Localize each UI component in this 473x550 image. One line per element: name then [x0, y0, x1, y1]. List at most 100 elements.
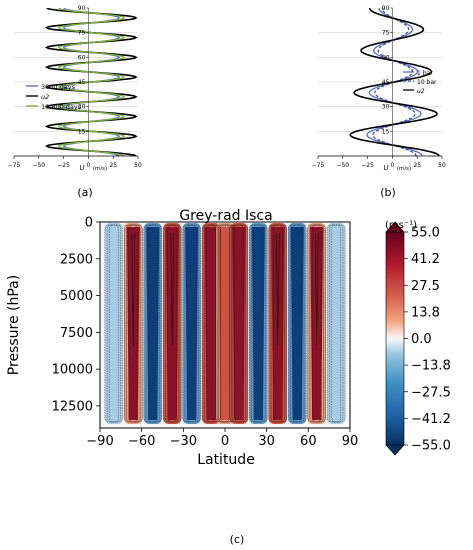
caption-b: (b): [380, 186, 396, 199]
colorbar-tick-label: 55.0: [411, 226, 440, 241]
jet-band-core: [329, 227, 343, 420]
x-tick-label: 25: [413, 162, 421, 169]
heatmap-x-tick-label: −30: [170, 434, 197, 449]
x-tick-label: −75: [8, 162, 21, 169]
colorbar-bottom-arrow: [385, 444, 405, 456]
panel-a-series-group: [44, 8, 138, 156]
y-tick-label: 60: [78, 54, 86, 61]
colorbar-tick-label: 41.2: [411, 252, 440, 267]
contour-line: [273, 224, 283, 423]
colorbar-gradient: [385, 231, 405, 446]
panel-b-xlabel-unit: (m/s): [397, 166, 411, 172]
x-tick-label: −75: [312, 162, 325, 169]
caption-a: (a): [77, 186, 92, 199]
colorbar-tick-label: 0.0: [411, 332, 432, 347]
panel-a-xlabel-unit: (m/s): [93, 166, 107, 172]
colorbar-tick-label: −27.5: [411, 385, 451, 400]
heatmap-x-tick-label: −90: [86, 434, 113, 449]
legend-label-1-bar: 1 bar: [417, 70, 433, 77]
colorbar-ticks: 55.0 41.2 27.5 13.8 0.0 −13.8 −27.5 −41.2 −55.0: [404, 226, 451, 454]
heatmap-x-tick-label: −60: [128, 434, 155, 449]
contour-line: [148, 224, 158, 423]
heatmap-x-tick-label: 90: [342, 434, 359, 449]
panel-c-heatmap: −90 −60 −30 0 30 60 9002500500075001000012500 …: [6, 208, 451, 468]
panel-b-legend: 1 bar 10 bar u2: [403, 70, 437, 95]
heatmap-contour-lines: [104, 224, 346, 423]
x-tick-label: −25: [361, 162, 374, 169]
legend-label-b-u2: u2: [417, 88, 425, 95]
contour-line: [109, 224, 119, 423]
heatmap-y-tick-label: 2500: [60, 252, 93, 267]
heatmap-y-tick-label: 7500: [60, 326, 93, 341]
y-tick-label: 75: [382, 30, 390, 37]
jet-band-core: [107, 227, 121, 420]
panel-a-legend: 3600 days u2 10,800 days: [26, 83, 82, 111]
heatmap-title: Grey-rad Isca: [179, 208, 272, 224]
contour-line: [206, 224, 216, 423]
y-tick-label: 90: [382, 5, 390, 12]
series-line-u2: [349, 8, 440, 156]
y-tick-label: 90: [78, 5, 86, 12]
heatmap-jet-bands: [104, 223, 346, 424]
contour-line: [220, 224, 230, 423]
colorbar-tick-label: −13.8: [411, 359, 451, 374]
y-tick-label: 75: [78, 30, 86, 37]
x-tick-label: 50: [438, 162, 446, 169]
contour-line: [253, 224, 264, 423]
colorbar: (ms⁻¹) 55.0 41.2 27.5 13.8 0.0 −13.8 −27.5 −41.…: [385, 220, 451, 456]
panel-a-xlabel: U: [79, 164, 84, 172]
contour-line: [167, 224, 177, 423]
y-tick-label: 15: [382, 128, 390, 135]
jet-band-core: [290, 227, 304, 420]
series-line-10-800-days: [57, 8, 126, 156]
heatmap-ylabel: Pressure (hPa): [6, 275, 22, 375]
panel-a-line-chart: −75 −50 −25 0 25 50 15 30 45 60 75 90 3600 days u2 …: [8, 5, 142, 172]
jet-band-core: [232, 227, 246, 420]
contour-spike: [275, 232, 280, 346]
legend-label-3600-days: 3600 days: [41, 83, 76, 91]
panel-b-xlabel: U: [383, 164, 388, 172]
contour-spike: [131, 232, 136, 346]
heatmap-x-tick-label: 30: [258, 434, 275, 449]
jet-band-core: [204, 227, 218, 420]
colorbar-tick-label: 13.8: [411, 305, 440, 320]
panel-c-axes: −90 −60 −30 0 30 60 90 0 2500 5000 7500 10000 12500: [52, 216, 359, 450]
heatmap-x-tick-label: 60: [300, 434, 317, 449]
contour-spike: [314, 232, 319, 346]
panel-b-line-chart: −75 −50 −25 0 25 50 15 30 45 60 75 90 1 bar 10 bar …: [312, 5, 446, 172]
heatmap-y-tick-label: 0: [85, 216, 93, 231]
colorbar-tick-label: −41.2: [411, 412, 451, 427]
contour-line: [311, 224, 322, 423]
x-tick-label: −50: [32, 162, 45, 169]
jet-band-core: [185, 227, 199, 420]
jet-band-core: [218, 227, 232, 420]
contour-line: [292, 224, 302, 423]
legend-label-10-bar: 10 bar: [417, 79, 437, 86]
heatmap-x-tick-label: 0: [221, 434, 229, 449]
y-tick-label: 30: [382, 104, 390, 111]
legend-label-10800-days: 10,800 days: [41, 103, 82, 111]
jet-band-core: [146, 227, 160, 420]
heatmap-y-tick-label: 12500: [52, 399, 93, 414]
heatmap-y-tick-label: 5000: [60, 289, 93, 304]
contour-spike: [170, 232, 175, 346]
y-tick-label: 15: [78, 128, 86, 135]
colorbar-unit: (ms⁻¹): [385, 220, 417, 231]
contour-line: [128, 224, 139, 423]
contour-line: [234, 224, 244, 423]
x-tick-label: 50: [134, 162, 142, 169]
colorbar-tick-label: 27.5: [411, 279, 440, 294]
y-tick-label: 45: [78, 79, 86, 86]
contour-line: [186, 224, 197, 423]
panel-b-series-group: [349, 8, 440, 156]
caption-c: (c): [230, 533, 245, 546]
y-tick-label: 45: [382, 79, 390, 86]
panel-b-axes: −75 −50 −25 0 25 50 15 30 45 60 75 90: [312, 5, 446, 169]
heatmap-y-tick-label: 10000: [52, 363, 93, 378]
colorbar-tick-label: −55.0: [411, 439, 451, 454]
x-tick-label: 25: [109, 162, 117, 169]
contour-line: [331, 224, 341, 423]
x-tick-label: −50: [336, 162, 349, 169]
y-tick-label: 30: [78, 104, 86, 111]
